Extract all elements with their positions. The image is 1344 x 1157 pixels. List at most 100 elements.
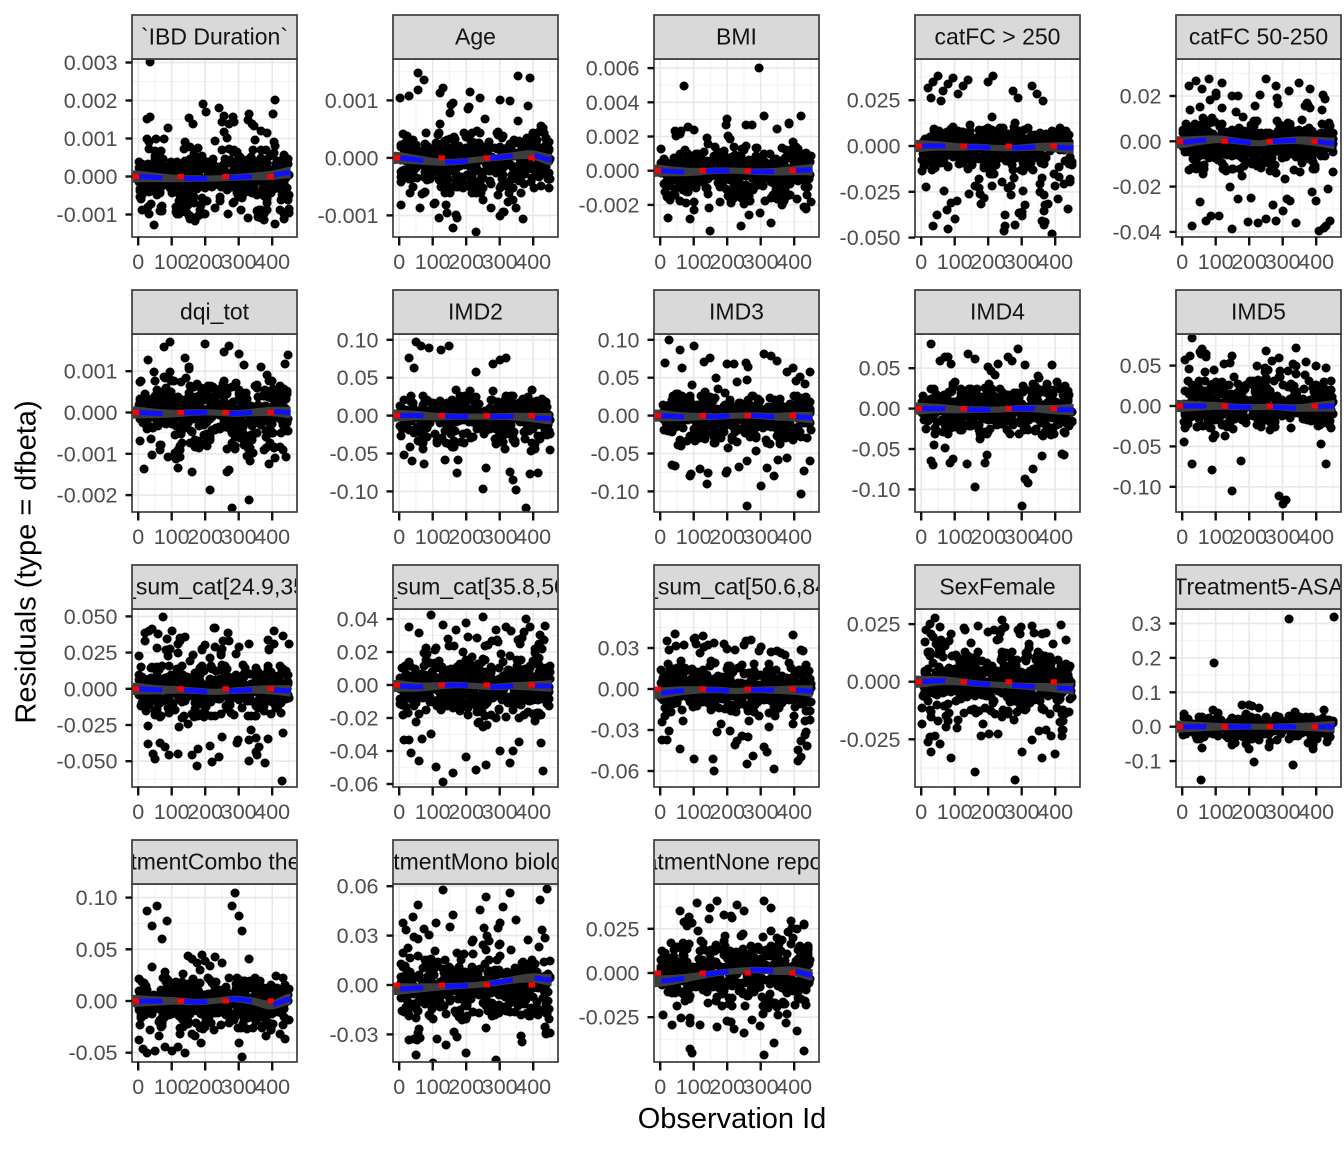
- svg-text:100: 100: [154, 250, 190, 274]
- svg-text:0.001: 0.001: [325, 89, 379, 113]
- svg-text:TreatmentCombo therapy: TreatmentCombo therapy: [84, 849, 346, 875]
- svg-text:400: 400: [1298, 800, 1334, 824]
- svg-text:400: 400: [515, 800, 551, 824]
- svg-text:fat_sum_cat[24.9,35.8]: fat_sum_cat[24.9,35.8]: [98, 574, 332, 600]
- svg-text:`IBD Duration`: `IBD Duration`: [141, 24, 288, 50]
- svg-text:0.00: 0.00: [1120, 130, 1162, 154]
- svg-text:300: 300: [221, 525, 257, 549]
- svg-text:300: 300: [482, 1075, 518, 1099]
- svg-text:0.000: 0.000: [64, 401, 118, 425]
- svg-text:200: 200: [187, 525, 223, 549]
- svg-text:100: 100: [415, 1075, 451, 1099]
- svg-text:-0.05: -0.05: [68, 1041, 117, 1065]
- svg-text:100: 100: [154, 1075, 190, 1099]
- svg-text:-0.02: -0.02: [329, 707, 378, 731]
- svg-text:0: 0: [393, 800, 405, 824]
- svg-text:-0.001: -0.001: [57, 203, 118, 227]
- svg-text:0.025: 0.025: [586, 917, 640, 941]
- svg-text:0.10: 0.10: [598, 328, 640, 352]
- svg-text:100: 100: [415, 800, 451, 824]
- svg-text:-0.05: -0.05: [329, 442, 378, 466]
- svg-text:400: 400: [1037, 250, 1073, 274]
- svg-text:0.000: 0.000: [847, 135, 901, 159]
- svg-text:400: 400: [776, 525, 812, 549]
- svg-text:-0.05: -0.05: [1112, 435, 1161, 459]
- svg-text:300: 300: [221, 1075, 257, 1099]
- svg-text:0.05: 0.05: [1120, 354, 1162, 378]
- svg-text:0.00: 0.00: [598, 678, 640, 702]
- svg-text:100: 100: [676, 525, 712, 549]
- svg-text:-0.025: -0.025: [57, 714, 118, 738]
- svg-text:-0.10: -0.10: [329, 480, 378, 504]
- svg-text:0.03: 0.03: [337, 924, 379, 948]
- svg-text:100: 100: [676, 250, 712, 274]
- svg-text:0.0: 0.0: [1132, 715, 1162, 739]
- svg-text:-0.04: -0.04: [329, 740, 378, 764]
- svg-text:-0.04: -0.04: [1112, 220, 1161, 244]
- svg-text:400: 400: [254, 1075, 290, 1099]
- svg-text:300: 300: [221, 250, 257, 274]
- svg-text:400: 400: [515, 525, 551, 549]
- svg-text:fat_sum_cat[35.8,50.6]: fat_sum_cat[35.8,50.6]: [359, 574, 593, 600]
- svg-text:400: 400: [776, 250, 812, 274]
- svg-text:300: 300: [1004, 800, 1040, 824]
- svg-text:100: 100: [676, 1075, 712, 1099]
- svg-text:0.2: 0.2: [1132, 646, 1162, 670]
- svg-text:100: 100: [1198, 525, 1234, 549]
- svg-text:-0.10: -0.10: [590, 480, 639, 504]
- svg-text:0.10: 0.10: [76, 886, 118, 910]
- svg-text:0.05: 0.05: [76, 938, 118, 962]
- svg-text:0: 0: [654, 1075, 666, 1099]
- svg-text:100: 100: [937, 800, 973, 824]
- svg-text:200: 200: [709, 250, 745, 274]
- svg-text:0.001: 0.001: [64, 127, 118, 151]
- svg-text:0.000: 0.000: [586, 962, 640, 986]
- svg-text:300: 300: [1265, 250, 1301, 274]
- svg-text:400: 400: [254, 800, 290, 824]
- svg-text:-0.05: -0.05: [590, 442, 639, 466]
- svg-text:300: 300: [1004, 250, 1040, 274]
- svg-text:0.10: 0.10: [337, 328, 379, 352]
- svg-text:400: 400: [776, 1075, 812, 1099]
- svg-text:-0.025: -0.025: [840, 180, 901, 204]
- svg-text:-0.02: -0.02: [1112, 175, 1161, 199]
- svg-text:-0.050: -0.050: [840, 226, 901, 250]
- svg-text:0.05: 0.05: [598, 366, 640, 390]
- svg-text:100: 100: [676, 800, 712, 824]
- svg-text:-0.1: -0.1: [1124, 750, 1161, 774]
- svg-text:200: 200: [709, 1075, 745, 1099]
- svg-text:0.000: 0.000: [847, 670, 901, 694]
- svg-text:0.05: 0.05: [337, 366, 379, 390]
- svg-text:300: 300: [482, 250, 518, 274]
- svg-text:-0.025: -0.025: [579, 1006, 640, 1030]
- svg-text:IMD3: IMD3: [709, 299, 764, 325]
- svg-text:200: 200: [1231, 250, 1267, 274]
- svg-text:100: 100: [1198, 250, 1234, 274]
- svg-text:IMD5: IMD5: [1231, 299, 1286, 325]
- svg-text:SexFemale: SexFemale: [939, 574, 1055, 600]
- svg-text:100: 100: [415, 250, 451, 274]
- svg-text:400: 400: [776, 800, 812, 824]
- svg-text:0.1: 0.1: [1132, 681, 1162, 705]
- svg-text:200: 200: [709, 800, 745, 824]
- svg-text:0: 0: [132, 1075, 144, 1099]
- svg-text:100: 100: [1198, 800, 1234, 824]
- svg-text:-0.001: -0.001: [318, 204, 379, 228]
- svg-text:IMD4: IMD4: [970, 299, 1025, 325]
- svg-text:Treatment5-ASA: Treatment5-ASA: [1173, 574, 1344, 600]
- svg-text:catFC > 250: catFC > 250: [935, 24, 1061, 50]
- svg-text:BMI: BMI: [716, 24, 757, 50]
- svg-text:Age: Age: [455, 24, 496, 50]
- svg-text:-0.03: -0.03: [590, 719, 639, 743]
- svg-text:0.000: 0.000: [64, 677, 118, 701]
- svg-text:400: 400: [254, 250, 290, 274]
- svg-text:-0.05: -0.05: [851, 438, 900, 462]
- svg-text:0.00: 0.00: [859, 397, 901, 421]
- svg-text:0.02: 0.02: [1120, 85, 1162, 109]
- svg-text:0.00: 0.00: [337, 974, 379, 998]
- svg-text:0.050: 0.050: [64, 605, 118, 629]
- svg-text:dqi_tot: dqi_tot: [180, 299, 250, 325]
- svg-text:catFC 50-250: catFC 50-250: [1189, 24, 1328, 50]
- svg-text:400: 400: [515, 1075, 551, 1099]
- svg-text:-0.002: -0.002: [579, 193, 640, 217]
